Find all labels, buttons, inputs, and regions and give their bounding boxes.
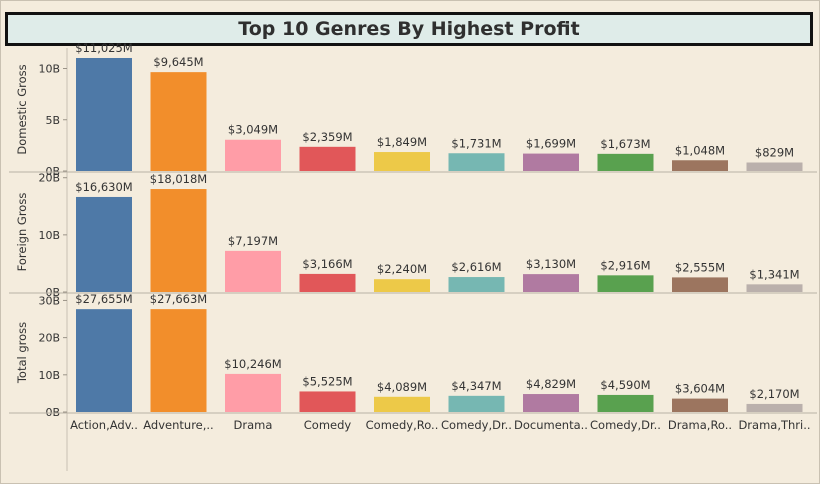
bar[interactable] [299, 273, 356, 292]
y-axis-title: Foreign Gross [15, 193, 29, 272]
x-category-label: Comedy,Dr.. [590, 418, 661, 432]
data-label: $4,347M [451, 379, 501, 393]
y-tick-label: 10B [38, 369, 60, 382]
x-category-label: Adventure,.. [143, 418, 213, 432]
data-label: $1,699M [526, 137, 576, 151]
x-category-label: Comedy,Dr.. [441, 418, 512, 432]
bar[interactable] [597, 394, 654, 412]
x-category-label: Comedy [304, 418, 352, 432]
bar[interactable] [76, 309, 132, 412]
data-label: $1,731M [451, 136, 501, 150]
data-label: $2,359M [302, 130, 352, 144]
bar[interactable] [225, 373, 281, 412]
data-label: $1,849M [377, 135, 427, 149]
data-label: $5,525M [302, 374, 352, 388]
bar[interactable] [448, 153, 505, 171]
data-label: $10,246M [224, 357, 281, 371]
y-tick-label: 5B [45, 114, 60, 127]
bar[interactable] [150, 309, 207, 412]
y-tick-label: 10B [38, 63, 60, 76]
data-label: $3,130M [526, 257, 576, 271]
x-category-label: Drama,Ro.. [668, 418, 732, 432]
bar[interactable] [746, 284, 803, 292]
data-label: $4,590M [600, 378, 650, 392]
bar[interactable] [76, 196, 132, 292]
data-label: $3,049M [228, 123, 278, 137]
bar[interactable] [523, 274, 579, 292]
data-label: $9,645M [153, 55, 203, 69]
data-label: $2,916M [600, 258, 650, 272]
bar[interactable] [299, 146, 356, 171]
chart-title: Top 10 Genres By Highest Profit [238, 18, 580, 40]
data-label: $27,655M [75, 292, 132, 306]
data-label: $7,197M [228, 234, 278, 248]
bar[interactable] [597, 275, 654, 292]
data-label: $1,673M [600, 137, 650, 151]
x-category-label: Documenta.. [514, 418, 588, 432]
bar[interactable] [225, 250, 281, 292]
x-category-label: Drama [234, 418, 273, 432]
data-label: $2,616M [451, 260, 501, 274]
bar[interactable] [746, 162, 803, 171]
data-label: $3,166M [302, 257, 352, 271]
bar[interactable] [672, 398, 728, 412]
title-box: Top 10 Genres By Highest Profit [5, 12, 813, 46]
data-label: $1,048M [675, 143, 725, 157]
data-label: $16,630M [75, 180, 132, 194]
y-axis-title: Total gross [15, 322, 29, 384]
y-tick-label: 10B [38, 229, 60, 242]
y-axis-title: Domestic Gross [15, 64, 29, 154]
bar[interactable] [374, 279, 430, 292]
data-label: $4,829M [526, 377, 576, 391]
y-tick-label: 20B [38, 172, 60, 185]
bar[interactable] [299, 391, 356, 412]
data-label: $829M [755, 146, 794, 160]
data-label: $4,089M [377, 380, 427, 394]
y-tick-label: 30B [38, 294, 60, 307]
bar[interactable] [672, 277, 728, 292]
x-category-label: Comedy,Ro.. [366, 418, 439, 432]
bar[interactable] [150, 72, 207, 171]
data-label: $11,025M [75, 41, 132, 55]
bar[interactable] [76, 57, 132, 171]
bar[interactable] [523, 153, 579, 171]
bar[interactable] [597, 153, 654, 171]
bar[interactable] [225, 139, 281, 171]
bar[interactable] [374, 152, 430, 171]
bar[interactable] [746, 403, 803, 412]
data-label: $18,018M [150, 172, 207, 186]
y-tick-label: 20B [38, 332, 60, 345]
bar[interactable] [523, 394, 579, 412]
x-category-label: Drama,Thri.. [738, 418, 810, 432]
bar[interactable] [448, 395, 505, 412]
data-label: $2,170M [749, 387, 799, 401]
data-label: $1,341M [749, 267, 799, 281]
data-label: $2,555M [675, 260, 725, 274]
x-category-label: Action,Adv.. [70, 418, 138, 432]
bar[interactable] [150, 189, 207, 292]
data-label: $27,663M [150, 292, 207, 306]
bar[interactable] [448, 277, 505, 292]
bar[interactable] [672, 160, 728, 171]
data-label: $3,604M [675, 382, 725, 396]
bar[interactable] [374, 396, 430, 412]
data-label: $2,240M [377, 262, 427, 276]
